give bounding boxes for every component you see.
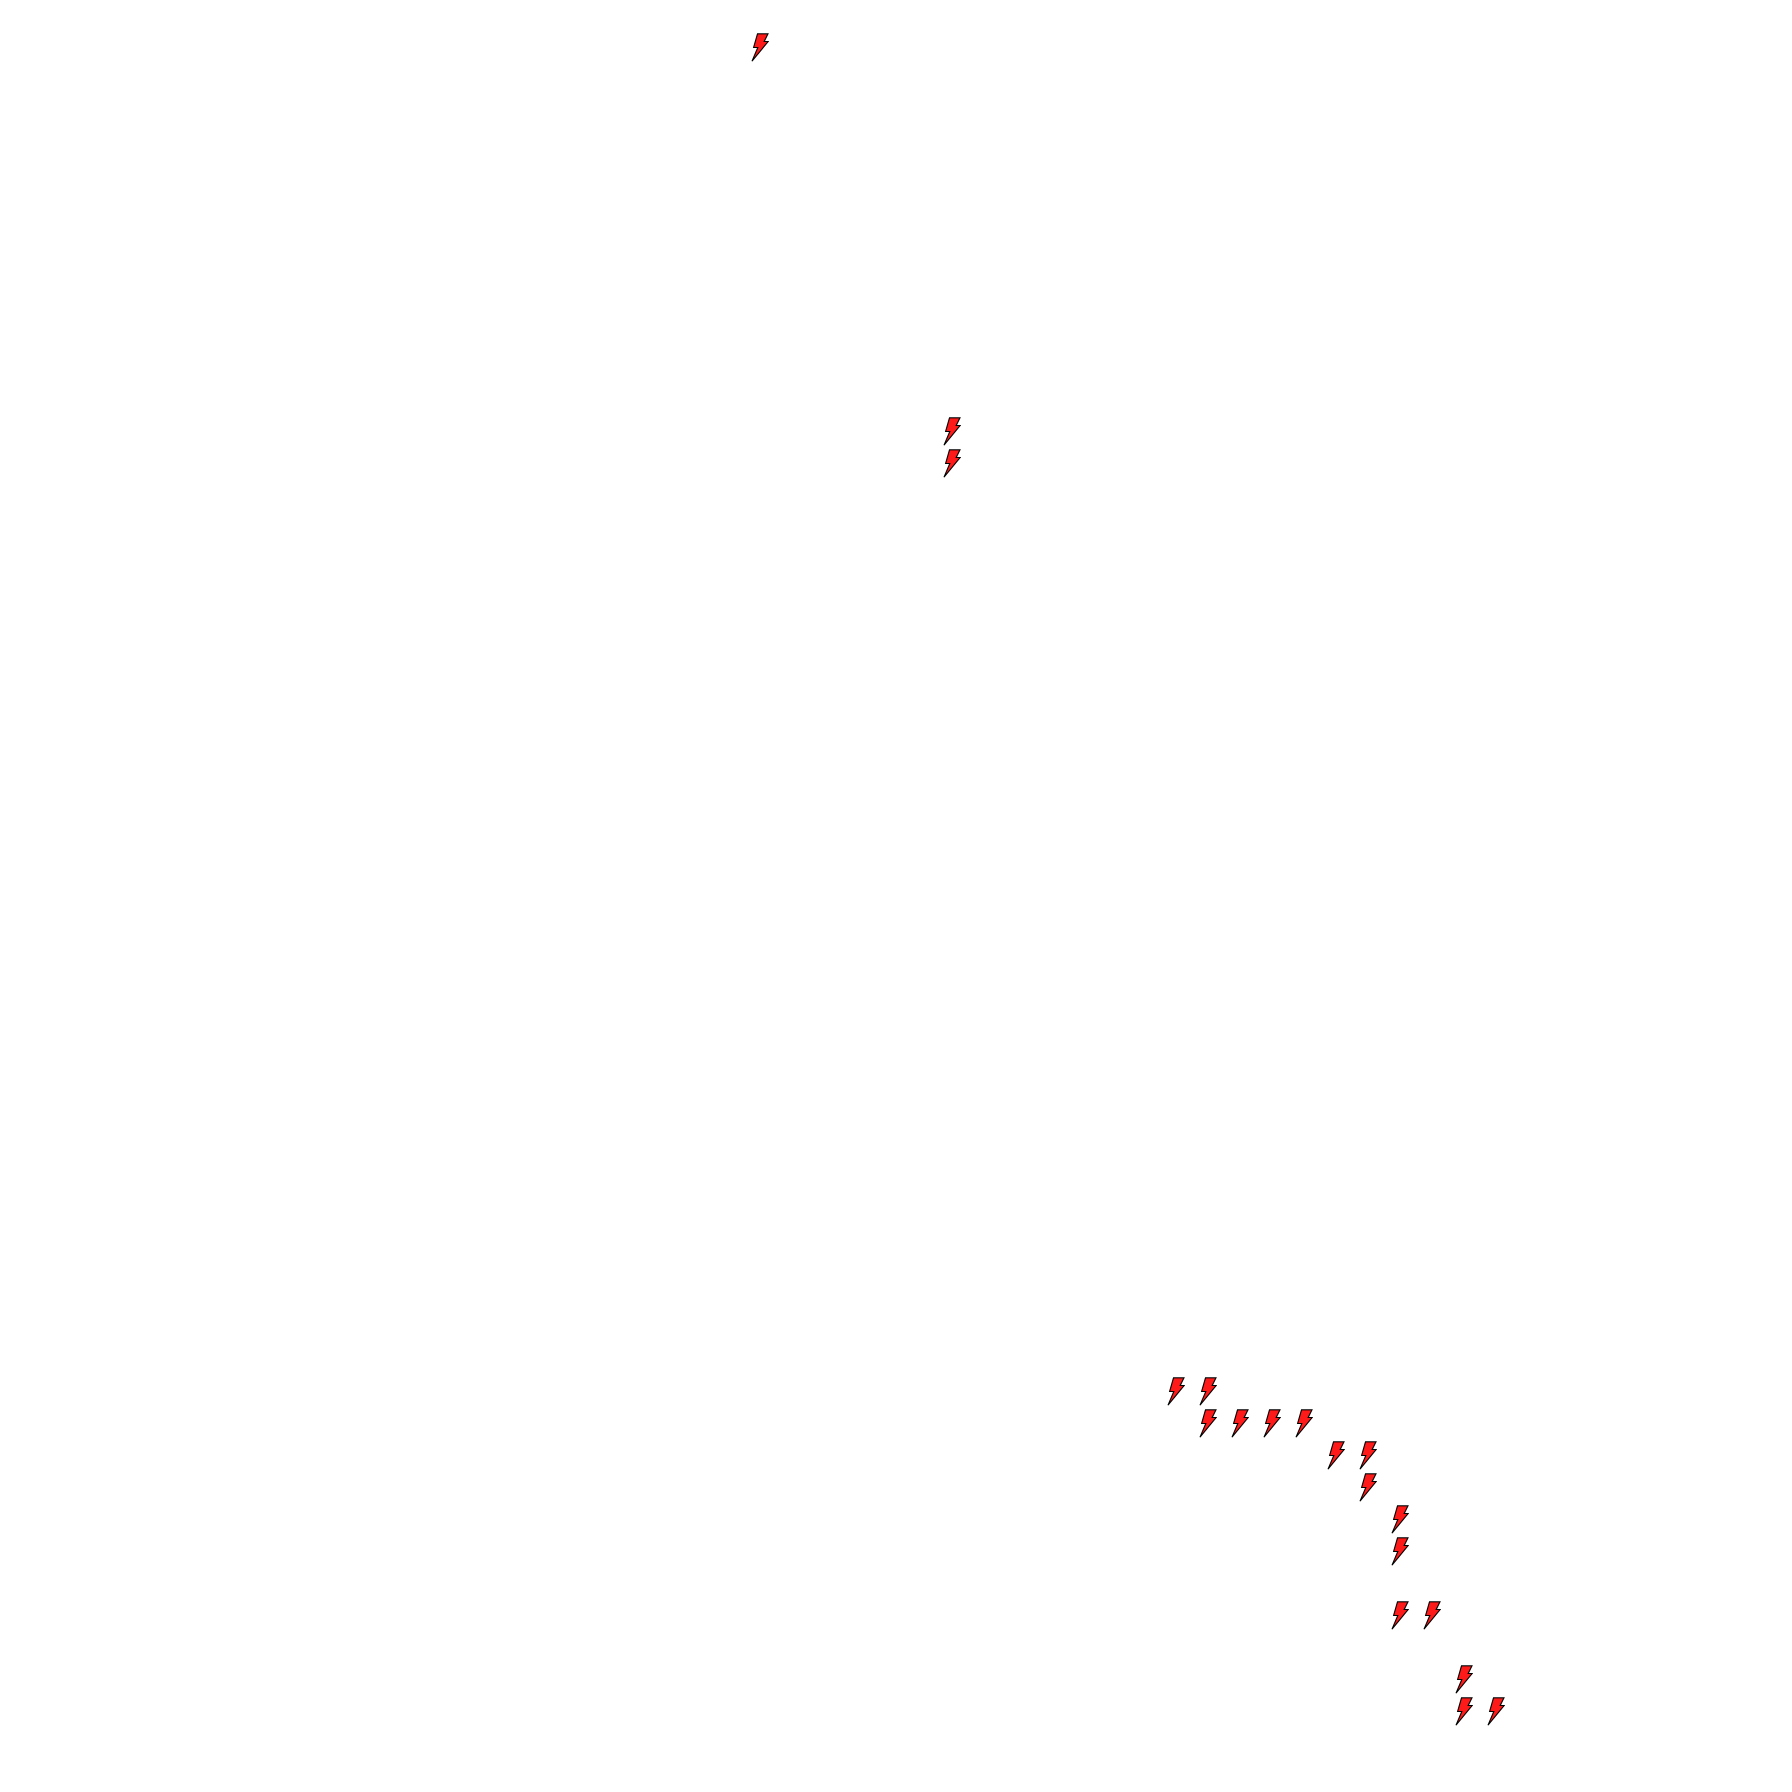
- lightning-bolt-icon: [943, 449, 961, 478]
- lightning-bolt-icon: [1231, 1409, 1249, 1438]
- lightning-bolt-icon: [1295, 1409, 1313, 1438]
- lightning-bolt-icon: [1391, 1505, 1409, 1534]
- lightning-bolt-icon: [751, 33, 769, 62]
- lightning-bolt-icon: [1199, 1409, 1217, 1438]
- lightning-bolt-icon: [1327, 1441, 1345, 1470]
- lightning-bolt-icon: [1455, 1665, 1473, 1694]
- lightning-bolt-icon: [1359, 1441, 1377, 1470]
- lightning-bolt-icon: [1359, 1473, 1377, 1502]
- lightning-bolt-icon: [1199, 1377, 1217, 1406]
- lightning-bolt-icon: [1391, 1601, 1409, 1630]
- lightning-bolt-icon: [1391, 1537, 1409, 1566]
- lightning-bolt-icon: [1167, 1377, 1185, 1406]
- lightning-bolt-icon: [943, 417, 961, 446]
- lightning-bolt-icon: [1487, 1697, 1505, 1726]
- lightning-bolt-icon: [1455, 1697, 1473, 1726]
- lightning-bolt-icon: [1423, 1601, 1441, 1630]
- lightning-bolt-icon: [1263, 1409, 1281, 1438]
